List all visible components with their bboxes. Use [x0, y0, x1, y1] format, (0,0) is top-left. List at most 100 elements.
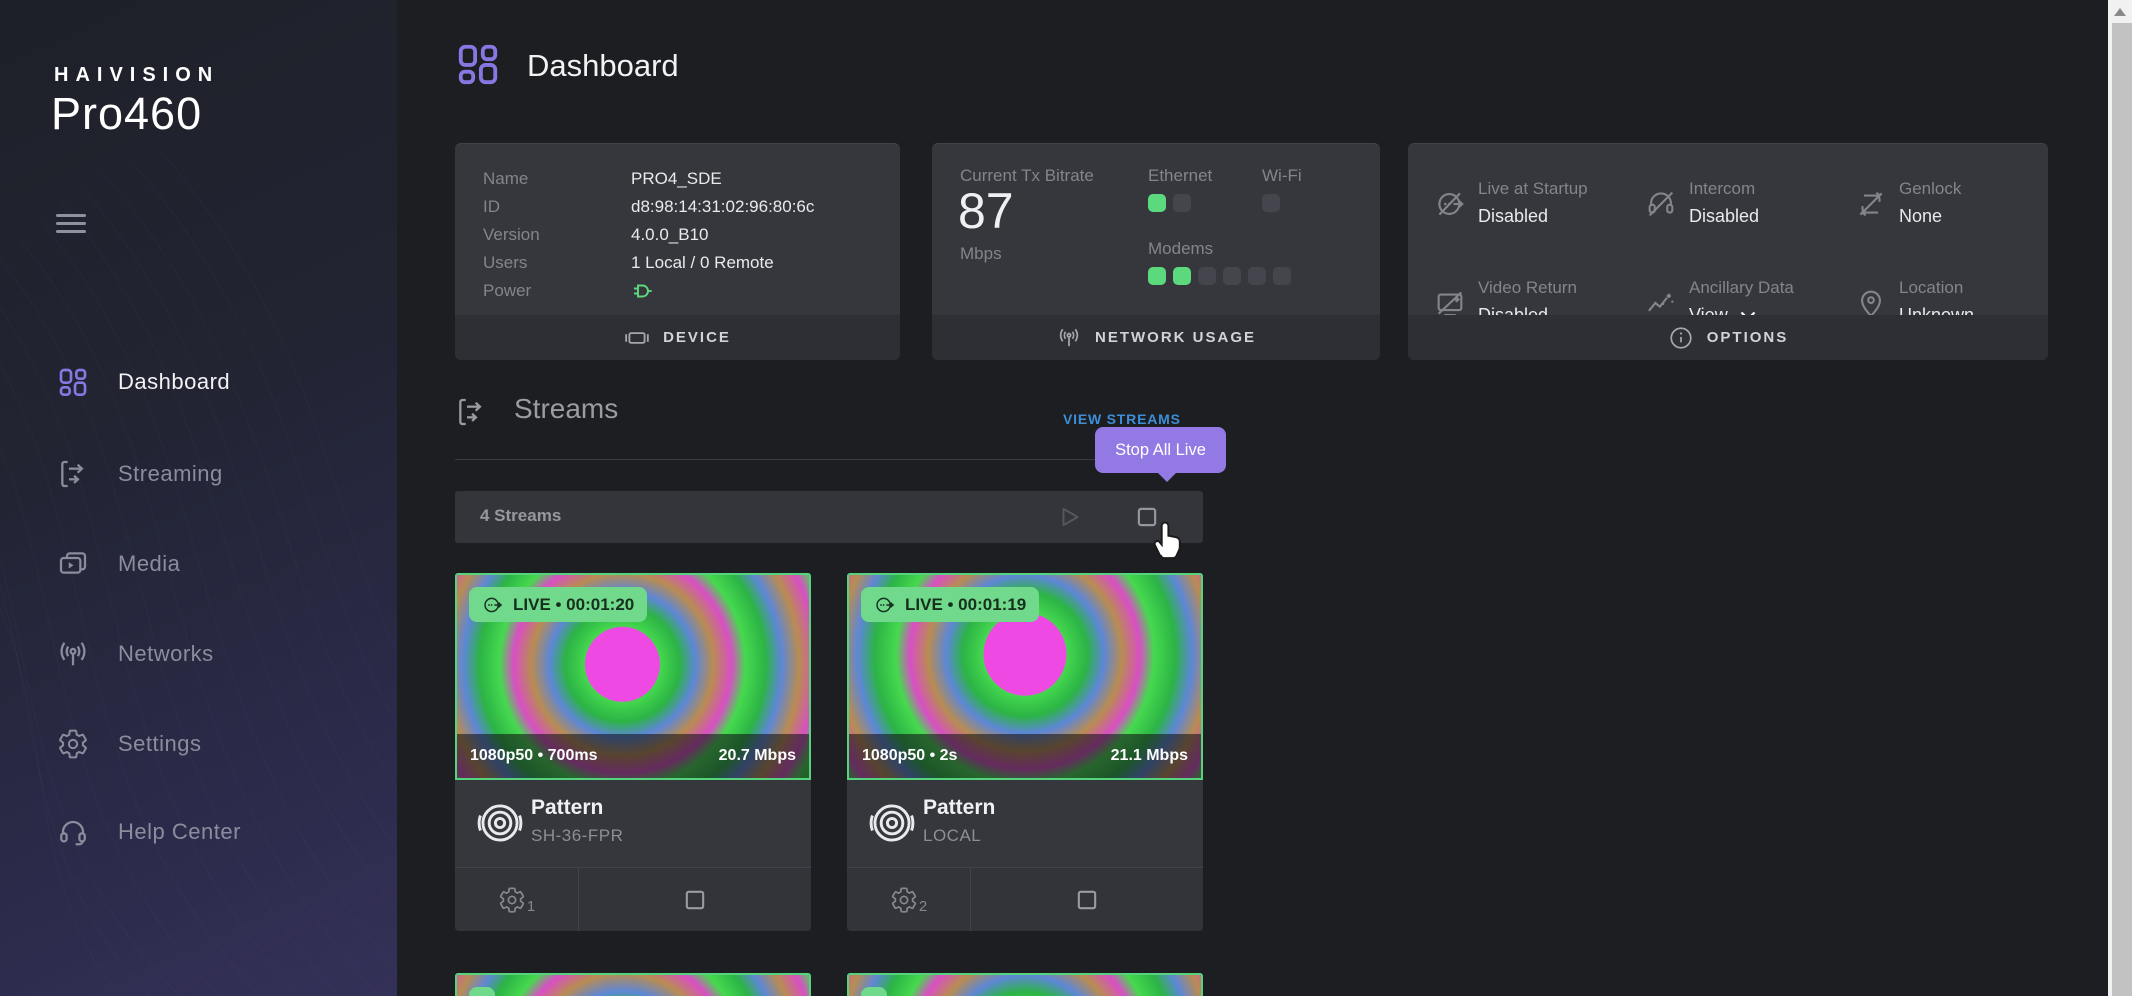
stream-settings-button[interactable]: 1 [455, 868, 579, 931]
scrollbar-up-arrow[interactable] [2108, 0, 2132, 23]
location-pin-icon [1854, 286, 1890, 322]
scrollbar-thumb[interactable] [2112, 23, 2132, 996]
sidebar-item-settings[interactable]: Settings [0, 720, 397, 768]
sidebar-item-label: Streaming [118, 461, 223, 486]
device-row-id: ID d8:98:14:31:02:96:80:6c [483, 197, 815, 216]
play-icon [1062, 507, 1079, 527]
live-badge [469, 987, 495, 996]
sidebar-item-label: Settings [118, 731, 202, 756]
sidebar-item-media[interactable]: Media [0, 540, 397, 588]
live-badge: LIVE • 00:01:19 [861, 587, 1040, 622]
page-title: Dashboard [527, 48, 679, 83]
status-indicator-off [1262, 194, 1280, 212]
stream-settings-button[interactable]: 2 [847, 868, 971, 931]
stream-info: Pattern LOCAL [847, 780, 1203, 867]
options-card-footer[interactable]: OPTIONS [1408, 315, 2048, 360]
stream-card-3-partial[interactable] [455, 973, 811, 996]
sidebar-item-label: Help Center [118, 819, 241, 844]
status-indicator-off [1248, 267, 1266, 285]
live-stream-icon [876, 597, 895, 612]
ethernet-indicators [1148, 194, 1191, 212]
bitrate-value: 87 [958, 183, 1014, 239]
stream-format: 1080p50 • 2s [862, 747, 958, 764]
ancillary-data-icon [1644, 286, 1680, 322]
device-card-footer[interactable]: DEVICE [455, 315, 900, 360]
device-card: Name PRO4_SDE ID d8:98:14:31:02:96:80:6c… [455, 143, 900, 360]
stop-all-streams-button[interactable] [1117, 491, 1177, 543]
networks-icon [56, 637, 90, 671]
stop-icon [1137, 507, 1157, 527]
streams-toolbar: 4 Streams [455, 491, 1203, 543]
stream-bitrate: 21.1 Mbps [1110, 747, 1188, 764]
intercom-disabled-icon [1644, 187, 1680, 223]
stream-meta-bar: 1080p50 • 2s 21.1 Mbps [849, 734, 1201, 778]
stream-meta-bar: 1080p50 • 700ms 20.7 Mbps [457, 734, 809, 778]
gear-icon [499, 886, 525, 913]
stop-icon [1077, 890, 1097, 909]
live-badge [861, 987, 887, 996]
stream-card-footer: 1 [455, 867, 811, 931]
media-icon [56, 547, 90, 581]
vertical-scrollbar[interactable] [2108, 0, 2132, 996]
bitrate-unit: Mbps [960, 244, 1002, 263]
stream-stop-button[interactable] [971, 868, 1203, 931]
streams-section-title: Streams [514, 393, 619, 424]
headset-icon [56, 815, 90, 849]
live-at-startup-disabled-icon [1433, 187, 1469, 223]
test-pattern-image [457, 975, 809, 996]
live-stream-icon [484, 597, 503, 612]
streaming-icon [56, 457, 90, 491]
hamburger-menu-icon[interactable] [56, 214, 86, 236]
device-row-name: Name PRO4_SDE [483, 169, 722, 188]
sidebar-item-label: Dashboard [118, 369, 231, 394]
status-indicator-on [1148, 267, 1166, 285]
antenna-icon [1059, 328, 1079, 346]
stream-bitrate: 20.7 Mbps [718, 747, 796, 764]
power-plug-icon [631, 279, 655, 303]
status-indicator-off [1223, 267, 1241, 285]
stream-card-4-partial[interactable] [847, 973, 1203, 996]
device-icon [625, 331, 649, 344]
device-row-power: Power [483, 277, 880, 305]
live-badge: LIVE • 00:01:20 [469, 587, 648, 622]
view-streams-link[interactable]: VIEW STREAMS [1063, 411, 1181, 427]
stream-card-2[interactable]: LIVE • 00:01:19 1080p50 • 2s 21.1 Mbps P… [847, 573, 1203, 931]
device-row-users: Users 1 Local / 0 Remote [483, 253, 774, 272]
gear-icon [891, 886, 917, 913]
stream-thumbnail: LIVE • 00:01:20 1080p50 • 700ms 20.7 Mbp… [455, 573, 811, 780]
pattern-source-icon [867, 798, 919, 850]
sidebar-item-label: Networks [118, 641, 214, 666]
stream-name: Pattern [923, 796, 996, 819]
status-indicator-on [1148, 194, 1166, 212]
stream-card-1[interactable]: LIVE • 00:01:20 1080p50 • 700ms 20.7 Mbp… [455, 573, 811, 931]
wifi-indicators [1262, 194, 1280, 212]
stream-stop-button[interactable] [579, 868, 811, 931]
dashboard-icon [56, 365, 90, 399]
start-all-streams-button[interactable] [1040, 491, 1100, 543]
sidebar-item-streaming[interactable]: Streaming [0, 450, 397, 498]
settings-gear-icon [56, 727, 90, 761]
sidebar-item-networks[interactable]: Networks [0, 630, 397, 678]
stream-name: Pattern [531, 796, 604, 819]
status-indicator-off [1198, 267, 1216, 285]
status-indicator-off [1273, 267, 1291, 285]
stream-format: 1080p50 • 700ms [470, 747, 598, 764]
ethernet-label: Ethernet [1148, 166, 1213, 185]
options-card: Live at Startup Disabled Intercom Disabled… [1408, 143, 2048, 360]
status-indicator-on [1173, 267, 1191, 285]
streams-icon [455, 396, 487, 428]
network-usage-card: Current Tx Bitrate 87 Mbps Ethernet Wi-F… [932, 143, 1380, 360]
dashboard-page-icon [455, 41, 501, 87]
network-usage-card-footer[interactable]: NETWORK USAGE [932, 315, 1380, 360]
streams-count: 4 Streams [480, 506, 562, 525]
sidebar-item-help-center[interactable]: Help Center [0, 808, 397, 856]
sidebar-item-label: Media [118, 551, 181, 576]
info-icon [1670, 326, 1692, 349]
stream-source: LOCAL [923, 826, 982, 845]
sidebar-item-dashboard[interactable]: Dashboard [0, 358, 397, 406]
stream-number-badge: 1 [526, 898, 536, 915]
stream-thumbnail: LIVE • 00:01:19 1080p50 • 2s 21.1 Mbps [847, 573, 1203, 780]
modems-label: Modems [1148, 239, 1214, 258]
stream-number-badge: 2 [918, 898, 928, 915]
sidebar: HAIVISION Pro460 Dashboard Streaming Med… [0, 0, 397, 996]
